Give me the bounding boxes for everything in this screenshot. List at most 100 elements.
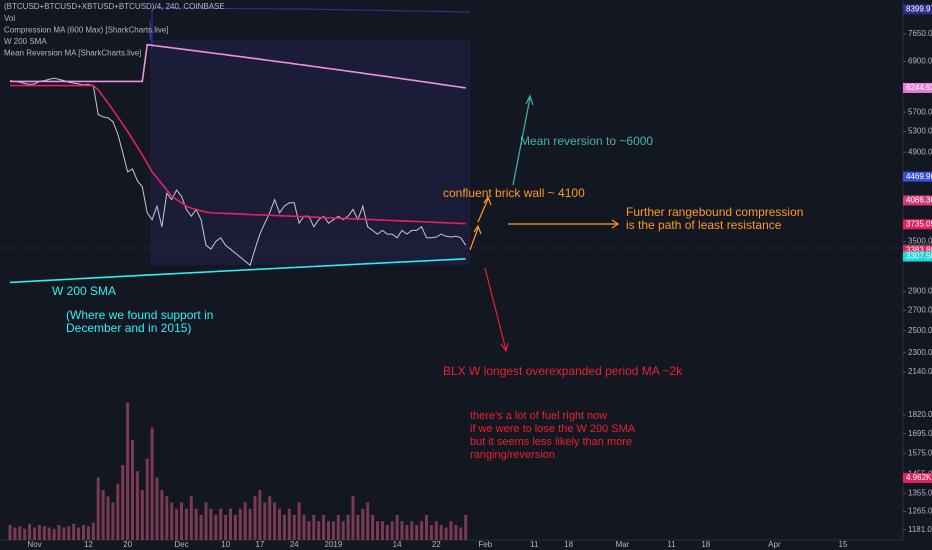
y-tick-label: 6900.00	[908, 57, 932, 66]
price-tag-label: 6244.92	[906, 83, 932, 92]
volume-bar	[13, 527, 17, 540]
annotation: W 200 SMA	[52, 284, 116, 298]
x-tick-label: Feb	[478, 540, 492, 549]
price-tag	[903, 171, 932, 182]
volume-bar	[140, 490, 144, 540]
volume-bar	[101, 490, 105, 540]
volume-bar	[341, 521, 345, 540]
volume-bar	[273, 502, 277, 540]
x-tick-label: 10	[221, 540, 230, 549]
volume-bar	[194, 508, 198, 540]
volume-bar	[37, 525, 41, 540]
annotation: but it seems less likely than more	[470, 436, 632, 448]
volume-bar	[331, 521, 335, 540]
volume-bar	[145, 458, 149, 540]
volume-bar	[371, 515, 375, 540]
x-tick-label: 20	[123, 540, 132, 549]
volume-bar	[57, 525, 61, 540]
y-tick-label: 1265.00	[908, 507, 932, 516]
volume-bar	[111, 502, 115, 540]
volume-bar	[425, 515, 428, 540]
y-tick-label: 2700.00	[908, 305, 932, 314]
volume-bar	[224, 515, 228, 540]
x-tick-label: Nov	[27, 540, 41, 549]
volume-bar	[366, 502, 370, 540]
y-tick-label: 1181.00	[908, 525, 932, 534]
x-tick-label: 12	[84, 540, 93, 549]
series-line	[10, 84, 466, 225]
price-tag	[903, 245, 932, 256]
volume-bar	[400, 521, 404, 540]
annotation: if we were to lose the W 200 SMA	[470, 423, 636, 435]
x-tick-label: 11	[530, 540, 539, 549]
volume-bar	[317, 521, 321, 540]
x-tick-label: 11	[667, 540, 676, 549]
y-tick-label: 2900.00	[908, 287, 932, 296]
volume-bar	[214, 515, 218, 540]
y-tick-label: 1820.00	[908, 410, 932, 419]
volume-bar	[449, 521, 453, 540]
volume-bar	[297, 502, 301, 540]
volume-bar	[131, 440, 134, 540]
volume-bar	[116, 483, 120, 540]
volume-bar	[282, 515, 286, 540]
y2-tick-label: 4.962K	[906, 473, 932, 482]
x-tick-label: 18	[701, 540, 710, 549]
volume-bar	[189, 496, 193, 540]
x-tick-label: Mar	[616, 540, 630, 549]
y-tick-label: 5700.00	[908, 107, 932, 116]
y-tick-label: 7650.00	[908, 29, 932, 38]
y-tick-label: 1695.00	[908, 429, 932, 438]
volume-bar	[184, 508, 188, 540]
volume-bar	[229, 508, 232, 540]
volume-bar	[126, 402, 130, 540]
y-tick-label: 1355.00	[908, 488, 932, 497]
price-tag-label: 4086.30	[906, 196, 932, 205]
volume-bar	[263, 502, 267, 540]
volume-bar	[62, 527, 66, 540]
volume-bar	[18, 526, 22, 540]
volume-bar	[106, 496, 110, 540]
price-tag	[903, 251, 932, 262]
volume-bar	[91, 522, 95, 540]
volume-bar	[312, 515, 316, 540]
volume-bar	[28, 523, 32, 540]
volume-bar	[160, 490, 164, 540]
volume-bar	[292, 515, 296, 540]
arrow	[512, 94, 534, 186]
volume-bar	[444, 527, 448, 540]
volume-bar	[439, 525, 443, 540]
volume-bar	[307, 521, 311, 540]
volume-bar	[258, 490, 262, 540]
legend-entry: Compression MA (600 Max) [SharkCharts.li…	[4, 26, 169, 35]
volume-bar	[180, 502, 183, 540]
legend-entry: Mean Reversion MA [SharkCharts.live]	[4, 49, 141, 58]
x-tick-label: 18	[564, 540, 573, 549]
annotation: confluent brick wall ~ 4100	[443, 186, 585, 200]
y-tick-label: 1575.00	[908, 448, 932, 457]
volume-bar	[429, 525, 433, 540]
volume-bar	[356, 515, 360, 540]
x-tick-label: 24	[290, 540, 299, 549]
volume-bar	[268, 496, 272, 540]
volume-bar	[155, 477, 159, 540]
arrows	[469, 94, 620, 353]
x-tick-label: 14	[393, 540, 402, 549]
price-tag-label: 8399.97	[906, 4, 932, 13]
volume-bar	[322, 515, 326, 540]
volume-bar	[464, 515, 468, 540]
volume-bar	[33, 527, 36, 540]
legend-entry: W 200 SMA	[4, 37, 47, 46]
x-tick-label: 15	[839, 540, 848, 549]
price-tag	[903, 4, 932, 15]
volume-bar	[395, 515, 399, 540]
y-tick-label: 2300.00	[908, 348, 932, 357]
series-line	[9, 258, 466, 284]
y-tick-label: 2500.00	[908, 326, 932, 335]
annotation: ranging/reversion	[470, 449, 555, 461]
volume-bar	[346, 515, 350, 540]
volume-bar	[287, 508, 291, 540]
price-tag	[903, 195, 932, 206]
legend-entry: Vol	[4, 14, 15, 23]
price-tag-label: 4469.96	[906, 172, 932, 181]
